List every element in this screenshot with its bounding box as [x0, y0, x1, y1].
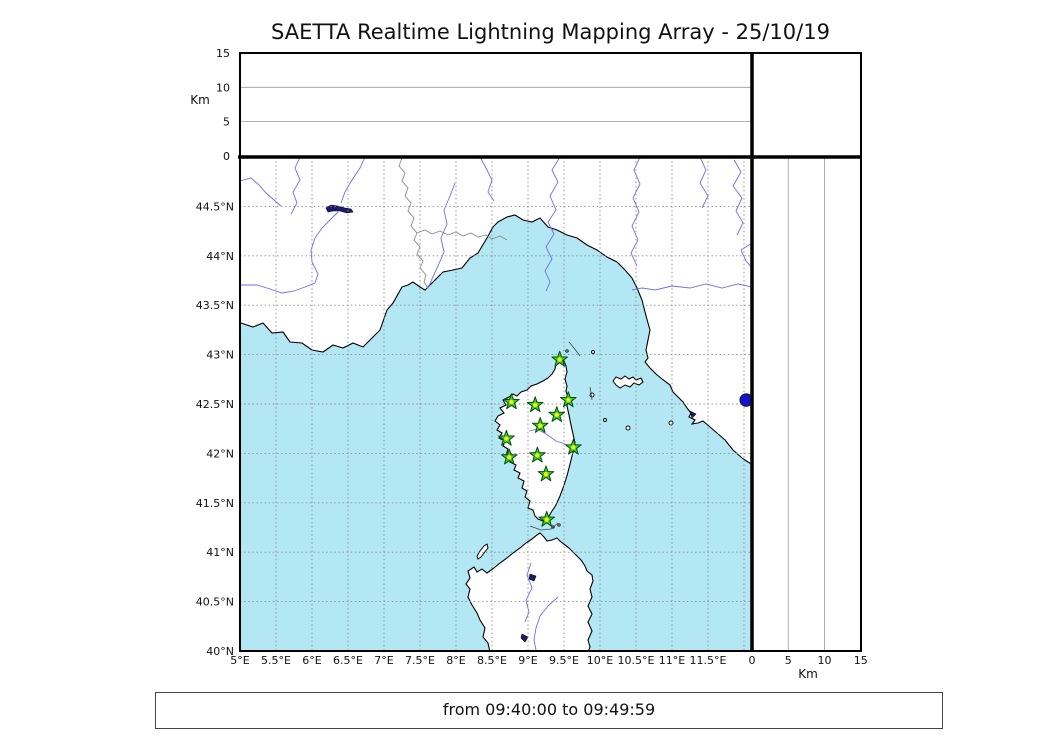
lon-tick-label: 7.5°E	[405, 654, 435, 667]
lat-tick-label: 42.5°N	[196, 398, 234, 411]
lon-tick-label: 11.5°E	[690, 654, 727, 667]
islet	[565, 349, 569, 353]
altitude-tick-label: 0	[223, 150, 230, 163]
coastline-continent	[240, 157, 752, 465]
islet	[603, 418, 607, 422]
lon-tick-label: 7°E	[374, 654, 393, 667]
islet	[591, 350, 595, 354]
lon-tick-label: 10.5°E	[618, 654, 655, 667]
station-center-dot	[557, 357, 562, 362]
station-center-dot	[507, 455, 512, 460]
altitude-axis-label: Km	[190, 93, 210, 107]
corner-panel	[752, 53, 861, 157]
lat-tick-label: 42°N	[206, 447, 234, 460]
lon-tick-label: 11°E	[659, 654, 685, 667]
axis-tick-labels: 5°E 5.5°E 6°E 6.5°E 7°E 7.5°E 8°E 8.5°E 9°E 9.5°E…	[196, 47, 868, 667]
station-center-dot	[538, 423, 543, 428]
station-marker	[526, 396, 544, 413]
right-km-tick-label: 5	[785, 654, 792, 667]
station-marker	[551, 350, 568, 367]
coast-detail-lines	[529, 341, 593, 531]
coastline-elba	[612, 375, 644, 389]
lake-orbetello	[689, 410, 697, 419]
lat-tick-label: 41°N	[206, 546, 234, 559]
station-center-dot	[566, 397, 571, 403]
lon-tick-label: 6.5°E	[333, 654, 363, 667]
right-km-tick-label: 0	[749, 654, 756, 667]
map-panel	[240, 157, 752, 651]
station-markers	[498, 350, 582, 527]
islet	[557, 523, 561, 527]
lat-tick-label: 44°N	[206, 250, 234, 263]
lat-tick-label: 43.5°N	[196, 299, 234, 312]
station-marker	[529, 446, 546, 463]
altitude-tick-label: 5	[223, 116, 230, 129]
station-center-dot	[543, 471, 549, 477]
station-center-dot	[533, 402, 538, 408]
station-marker	[565, 438, 582, 455]
right-panel-gridlines	[787, 157, 825, 651]
right-km-tick-label: 15	[854, 654, 868, 667]
map-gridlines	[240, 157, 752, 651]
station-center-dot	[535, 453, 540, 458]
station-marker	[538, 510, 555, 527]
islet	[589, 392, 595, 398]
station-marker	[501, 448, 518, 465]
station-center-dot	[544, 517, 549, 522]
lon-tick-label: 8°E	[446, 654, 465, 667]
lon-tick-label: 5.5°E	[261, 654, 291, 667]
lon-tick-label: 8.5°E	[477, 654, 507, 667]
station-center-dot	[571, 445, 576, 450]
lon-tick-label: 9°E	[518, 654, 537, 667]
station-marker	[531, 417, 549, 433]
right-altitude-panel	[752, 157, 861, 651]
lon-tick-label: 6°E	[302, 654, 321, 667]
right-panel-axis-label: Km	[798, 667, 818, 681]
station-marker	[548, 406, 566, 422]
station-marker	[498, 429, 515, 446]
time-window-status: from 09:40:00 to 09:49:59	[155, 692, 943, 729]
lon-tick-label: 5°E	[230, 654, 249, 667]
station-marker	[560, 391, 577, 408]
plot-outer-frame	[239, 52, 862, 652]
coastline-corsica	[494, 356, 576, 522]
station-marker	[503, 393, 520, 410]
lat-tick-label: 41.5°N	[196, 497, 234, 510]
lake-sardinia-1	[528, 573, 537, 582]
lake-bolsena-marker	[739, 393, 752, 407]
lat-tick-label: 44.5°N	[196, 200, 234, 213]
station-marker	[537, 465, 555, 482]
altitude-panel-gridlines	[240, 86, 752, 123]
lat-tick-label: 40.5°N	[196, 596, 234, 609]
altitude-tick-label: 15	[216, 47, 230, 60]
altitude-tick-label: 10	[216, 81, 230, 94]
plot-canvas: 5°E 5.5°E 6°E 6.5°E 7°E 7.5°E 8°E 8.5°E 9°E 9.5°E…	[190, 47, 868, 681]
lake-sardinia-2	[520, 633, 529, 643]
altitude-panel	[240, 53, 752, 157]
lon-tick-label: 9.5°E	[549, 654, 579, 667]
lon-tick-label: 10°E	[587, 654, 613, 667]
small-islands	[551, 349, 674, 529]
station-center-dot	[504, 436, 509, 441]
station-center-dot	[554, 412, 559, 418]
lat-tick-label: 40°N	[206, 645, 234, 658]
coastline-asinara	[476, 543, 489, 560]
station-center-dot	[509, 399, 514, 405]
lat-tick-label: 43°N	[206, 349, 234, 362]
islet	[625, 425, 631, 431]
right-km-tick-label: 10	[818, 654, 832, 667]
figure-title: SAETTA Realtime Lightning Mapping Array …	[271, 20, 830, 44]
lake-serre-poncon	[325, 204, 354, 214]
